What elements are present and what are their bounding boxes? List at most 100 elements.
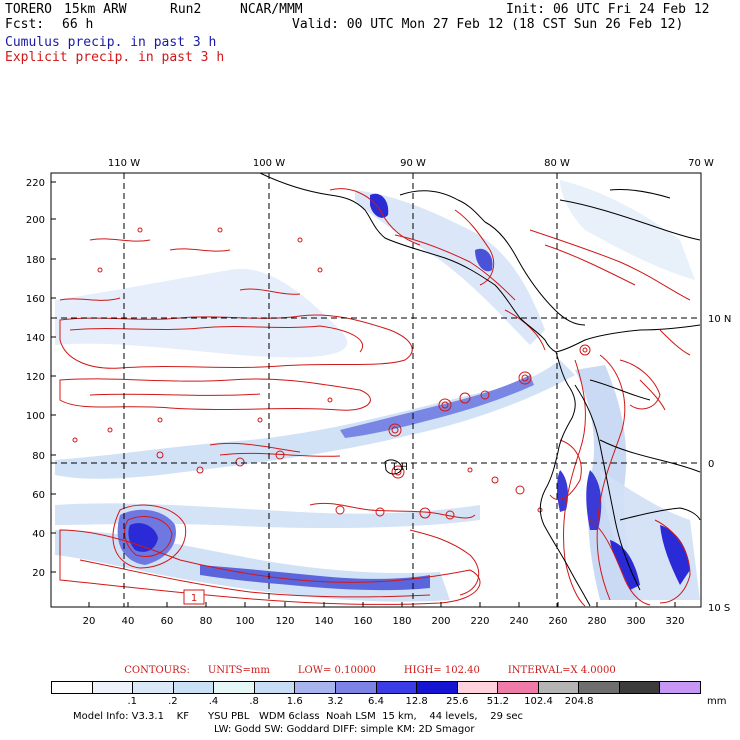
explicit-precip-label: Explicit precip. in past 3 h bbox=[5, 50, 225, 65]
contour-interval: INTERVAL=X 4.0000 bbox=[507, 665, 616, 676]
forecast-hour: 66 h bbox=[62, 17, 94, 32]
country-border-east bbox=[599, 439, 701, 473]
model-run: Run2 bbox=[170, 2, 202, 17]
coastline-colombia-north bbox=[555, 324, 701, 353]
lat-lon-grid bbox=[51, 173, 701, 607]
bottom-tick: 280 bbox=[587, 616, 606, 627]
colorbar-label: .2 bbox=[168, 696, 178, 707]
colorbar-swatch bbox=[335, 682, 377, 693]
lat-label-10s: 10 S bbox=[708, 603, 730, 614]
left-tick: 60 bbox=[32, 490, 45, 501]
bottom-tick: 20 bbox=[83, 616, 96, 627]
left-tick: 140 bbox=[26, 333, 45, 344]
cumulus-core-ecuador bbox=[586, 470, 602, 530]
cumulus-core-brazil bbox=[660, 525, 690, 585]
map-frame bbox=[50, 172, 702, 608]
lon-label-90w: 90 W bbox=[400, 158, 426, 169]
colorbar-units: mm bbox=[707, 696, 727, 707]
bottom-tick: 120 bbox=[275, 616, 294, 627]
bottom-tick: 160 bbox=[353, 616, 372, 627]
country-border-peru-brazil bbox=[619, 507, 701, 521]
precip-colorbar bbox=[51, 681, 701, 694]
colorbar-swatch bbox=[660, 682, 700, 693]
coastline-central-america-east bbox=[484, 221, 586, 326]
max-marker-box bbox=[183, 589, 205, 605]
init-time: Init: 06 UTC Fri 24 Feb 12 bbox=[506, 2, 710, 17]
lon-label-100w: 100 W bbox=[253, 158, 285, 169]
low-marker-label: L bbox=[393, 463, 398, 473]
model-info-line: Model Info: V3.3.1 KF YSU PBL WDM 6class… bbox=[73, 711, 523, 722]
lon-label-80w: 80 W bbox=[544, 158, 570, 169]
coastlines bbox=[259, 173, 701, 607]
cumulus-band-north bbox=[55, 360, 575, 479]
coastline-greater-antilles bbox=[609, 189, 671, 199]
bottom-tick: 80 bbox=[200, 616, 213, 627]
coastline-mexico-central-america bbox=[259, 173, 557, 353]
contour-units: UNITS=mm bbox=[207, 665, 270, 676]
colorbar-swatch bbox=[295, 682, 336, 693]
colorbar-label: 102.4 bbox=[524, 696, 553, 707]
colorbar-swatch bbox=[173, 682, 215, 693]
colorbar-swatch bbox=[538, 682, 580, 693]
cumulus-area-northwest bbox=[55, 268, 348, 358]
left-tick: 40 bbox=[32, 529, 45, 540]
longitude-labels: 110 W 100 W 90 W 80 W 70 W bbox=[108, 158, 714, 169]
colorbar-label: 25.6 bbox=[446, 696, 469, 707]
coastline-caribbean-islands bbox=[559, 199, 701, 241]
left-tick: 80 bbox=[32, 451, 45, 462]
lon-label-70w: 70 W bbox=[688, 158, 714, 169]
cumulus-core-itcz bbox=[340, 375, 534, 438]
explicit-precip-contours bbox=[59, 188, 691, 607]
lat-label-10n: 10 N bbox=[708, 314, 731, 325]
bottom-tick-marks bbox=[88, 602, 676, 607]
valid-time: Valid: 00 UTC Mon 27 Feb 12 (18 CST Sun … bbox=[292, 17, 684, 32]
colorbar-swatch bbox=[579, 682, 620, 693]
model-name: TORERO bbox=[5, 2, 52, 17]
galapagos-islands bbox=[384, 459, 403, 475]
bottom-tick: 260 bbox=[548, 616, 567, 627]
bottom-tick: 100 bbox=[235, 616, 254, 627]
lon-label-110w: 110 W bbox=[108, 158, 140, 169]
model-physics-line: LW: Godd SW: Goddard DIFF: simple KM: 2D… bbox=[214, 724, 475, 735]
lat-label-equator: 0 bbox=[708, 459, 714, 470]
high-marker-label: H bbox=[401, 463, 408, 473]
colorbar-label: 1.6 bbox=[286, 696, 303, 707]
colorbar-label: 6.4 bbox=[368, 696, 384, 707]
precip-shading bbox=[55, 180, 700, 602]
andes-border bbox=[574, 384, 641, 591]
forecast-label: Fcst: bbox=[5, 17, 45, 32]
latitude-labels: 10 N 0 10 S bbox=[708, 314, 731, 614]
bottom-tick-labels: 20 40 60 80 100 120 140 160 180 200 220 … bbox=[83, 616, 685, 627]
colorbar-label: .8 bbox=[249, 696, 259, 707]
model-org: NCAR/MMM bbox=[240, 2, 303, 17]
left-tick: 120 bbox=[26, 372, 45, 383]
bottom-tick: 240 bbox=[509, 616, 528, 627]
cumulus-caribbean bbox=[560, 180, 695, 280]
colorbar-swatch bbox=[92, 682, 134, 693]
model-resolution: 15km ARW bbox=[64, 2, 127, 17]
left-tick: 200 bbox=[26, 215, 45, 226]
colorbar-label: 51.2 bbox=[486, 696, 510, 707]
coastline-yucatan bbox=[399, 190, 486, 223]
left-tick: 100 bbox=[26, 411, 45, 422]
colorbar-swatch bbox=[417, 682, 458, 693]
contour-label: CONTOURS: bbox=[124, 665, 190, 676]
left-tick: 20 bbox=[32, 568, 45, 579]
bottom-tick: 180 bbox=[392, 616, 411, 627]
colorbar-swatch bbox=[214, 682, 255, 693]
cumulus-core-guatemala bbox=[475, 248, 493, 272]
colorbar-swatch bbox=[133, 682, 174, 693]
bottom-tick: 220 bbox=[470, 616, 489, 627]
colorbar-swatch bbox=[254, 682, 296, 693]
bottom-tick: 40 bbox=[122, 616, 135, 627]
left-tick: 220 bbox=[26, 178, 45, 189]
cumulus-precip-label: Cumulus precip. in past 3 h bbox=[5, 35, 217, 50]
bottom-tick: 60 bbox=[161, 616, 174, 627]
cumulus-core-colombia bbox=[557, 470, 568, 512]
max-marker-label: 1 bbox=[191, 593, 197, 604]
colorbar-swatch bbox=[619, 682, 661, 693]
bottom-tick: 200 bbox=[431, 616, 450, 627]
country-border-colombia bbox=[589, 379, 651, 401]
colorbar-swatch bbox=[376, 682, 418, 693]
left-tick-labels: 220 200 180 160 140 120 100 80 60 40 20 bbox=[26, 178, 45, 579]
